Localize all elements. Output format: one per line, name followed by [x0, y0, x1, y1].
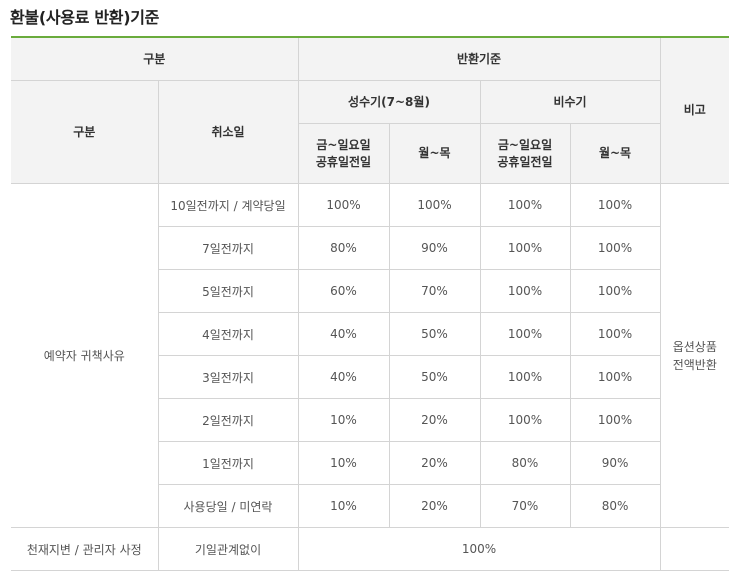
- rate-cell: 100%: [479, 269, 571, 313]
- header-refund-basis: 반환기준: [297, 36, 661, 81]
- rate-cell: 100%: [569, 355, 661, 399]
- rate-cell: 80%: [479, 441, 571, 485]
- disaster-rate-cell: 100%: [297, 527, 661, 571]
- cancel-day-cell: 7일전까지: [158, 226, 299, 270]
- rate-cell: 100%: [479, 183, 571, 227]
- header-remarks: 비고: [659, 36, 730, 184]
- remarks-cell: 옵션상품 전액반환: [659, 183, 730, 528]
- disaster-reason-cell: 천재지변 / 관리자 사정: [11, 527, 159, 571]
- rate-cell: 10%: [297, 398, 390, 442]
- refund-policy-table: 구분 반환기준 비고 구분 취소일 성수기(7~8월) 비수기 금~일요일 공휴…: [11, 36, 730, 571]
- disaster-remarks-cell: [659, 527, 730, 571]
- header-off-fri-sun-line1: 금~일요일: [497, 137, 553, 152]
- rate-cell: 80%: [297, 226, 390, 270]
- header-category-top: 구분: [11, 36, 299, 81]
- rate-cell: 100%: [479, 355, 571, 399]
- rate-cell: 70%: [479, 484, 571, 528]
- rate-cell: 50%: [388, 312, 481, 356]
- rate-cell: 100%: [297, 183, 390, 227]
- rate-cell: 100%: [479, 398, 571, 442]
- cancel-day-cell: 2일전까지: [158, 398, 299, 442]
- cancel-day-cell: 1일전까지: [158, 441, 299, 485]
- header-row-2: 구분 취소일 성수기(7~8월) 비수기: [11, 80, 729, 184]
- rate-cell: 100%: [569, 398, 661, 442]
- rate-cell: 90%: [569, 441, 661, 485]
- header-peak-fri-sun: 금~일요일 공휴일전일: [298, 123, 390, 184]
- table-row: 3일전까지 40% 50% 100% 100%: [11, 355, 729, 399]
- rate-cell: 10%: [297, 484, 390, 528]
- rate-cell: 100%: [569, 183, 661, 227]
- rate-cell: 100%: [569, 226, 661, 270]
- table-row: 사용당일 / 미연락 10% 20% 70% 80%: [11, 484, 729, 528]
- rate-cell: 50%: [388, 355, 481, 399]
- header-peak-mon-thu: 월~목: [388, 123, 481, 184]
- remarks-line2: 전액반환: [672, 357, 717, 372]
- page-title: 환불(사용료 반환)기준: [10, 8, 160, 27]
- disaster-day-cell: 기일관계없이: [157, 527, 299, 571]
- rate-cell: 10%: [297, 441, 390, 485]
- header-row-3: 금~일요일 공휴일전일 월~목 금~일요일 공휴일전일 월~목: [11, 123, 729, 184]
- rate-cell: 40%: [297, 312, 390, 356]
- cancel-day-cell: 5일전까지: [158, 269, 299, 313]
- header-peak-fri-sun-line2: 공휴일전일: [315, 154, 372, 169]
- table-row: 7일전까지 80% 90% 100% 100%: [11, 226, 729, 270]
- rate-cell: 40%: [297, 355, 390, 399]
- rate-cell: 20%: [388, 484, 481, 528]
- cancel-day-cell: 사용당일 / 미연락: [158, 484, 299, 528]
- rate-cell: 20%: [388, 441, 481, 485]
- rate-cell: 100%: [569, 269, 661, 313]
- header-peak-season: 성수기(7~8월): [297, 80, 481, 124]
- rate-cell: 100%: [479, 312, 571, 356]
- header-category: 구분: [11, 80, 159, 184]
- cancel-day-cell: 10일전까지 / 계약당일: [157, 183, 299, 227]
- rate-cell: 80%: [569, 484, 661, 528]
- rate-cell: 100%: [569, 312, 661, 356]
- table-row: 4일전까지 40% 50% 100% 100%: [11, 312, 729, 356]
- header-off-fri-sun: 금~일요일 공휴일전일: [479, 123, 571, 184]
- table-row: 1일전까지 10% 20% 80% 90%: [11, 441, 729, 485]
- header-off-season: 비수기: [479, 80, 661, 124]
- remarks-line1: 옵션상품: [672, 339, 717, 354]
- rate-cell: 100%: [388, 183, 481, 227]
- rate-cell: 60%: [297, 269, 390, 313]
- cancel-day-cell: 4일전까지: [158, 312, 299, 356]
- header-peak-fri-sun-line1: 금~일요일: [316, 137, 371, 152]
- table-row-disaster: 천재지변 / 관리자 사정 기일관계없이 100%: [11, 527, 730, 571]
- rate-cell: 100%: [479, 226, 571, 270]
- rate-cell: 20%: [388, 398, 481, 442]
- table-row: 예약자 귀책사유 10일전까지 / 계약당일 100% 100% 100% 10…: [11, 183, 730, 528]
- header-off-fri-sun-line2: 공휴일전일: [497, 154, 553, 169]
- rate-cell: 70%: [388, 269, 481, 313]
- rate-cell: 90%: [388, 226, 481, 270]
- header-row-1: 구분 반환기준 비고: [11, 36, 730, 184]
- cancel-day-cell: 3일전까지: [158, 355, 299, 399]
- reservation-reason-cell: 예약자 귀책사유: [11, 183, 159, 528]
- table-row: 2일전까지 10% 20% 100% 100%: [11, 398, 729, 442]
- header-off-mon-thu: 월~목: [569, 123, 661, 184]
- header-cancel-day: 취소일: [157, 80, 299, 184]
